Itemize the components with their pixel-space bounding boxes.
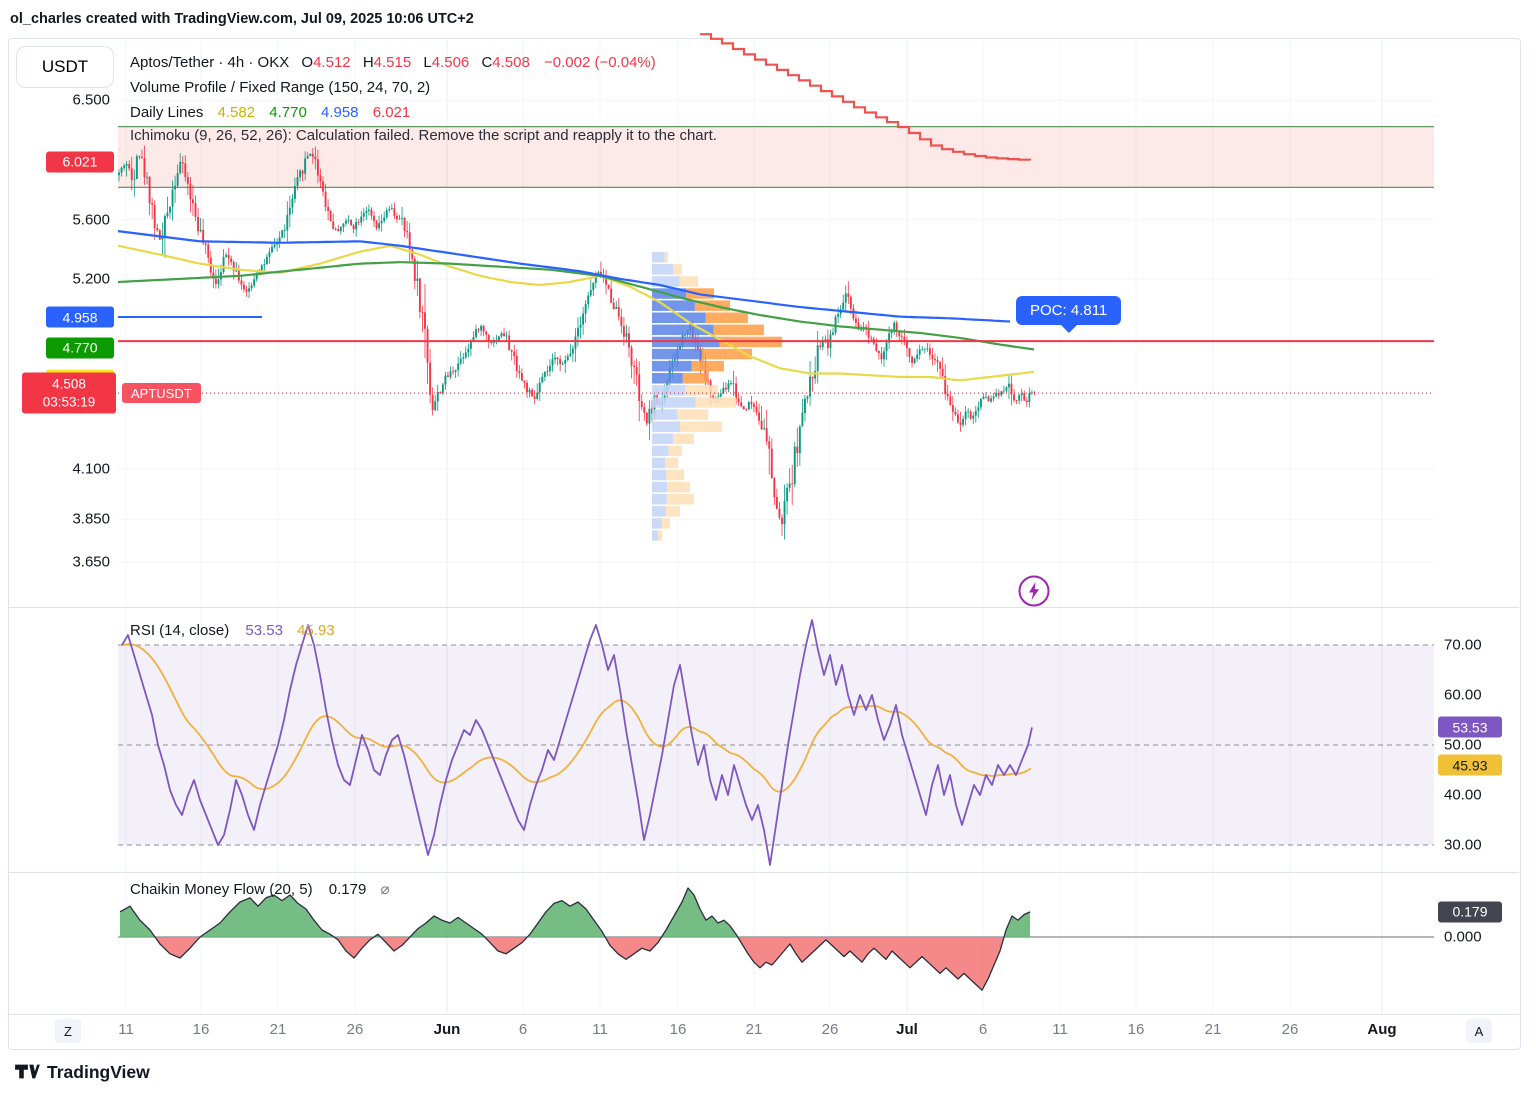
daily-line-value-yellow: 4.582: [217, 104, 256, 121]
ohlc-close-label: C: [481, 54, 493, 71]
daily-line-value-green: 4.770: [269, 104, 307, 121]
tradingview-footer[interactable]: TradingView: [14, 1061, 150, 1083]
ohlc-low-value: 4.506: [431, 54, 470, 71]
rsi-value: 53.53: [245, 622, 283, 639]
auto-scale-a-button[interactable]: A: [1466, 1019, 1492, 1043]
ohlc-close-value: 4.508: [492, 54, 530, 71]
ohlc-open-label: O: [301, 54, 314, 71]
cmf-average-icon: ⌀: [380, 881, 390, 898]
tradingview-brand-text: TradingView: [47, 1061, 150, 1082]
ohlc-low-label: L: [423, 54, 432, 71]
volume-profile-indicator-label: Volume Profile / Fixed Range (150, 24, 7…: [130, 79, 431, 96]
daily-line-value-red: 6.021: [372, 104, 411, 121]
legend-volume-profile-row[interactable]: Volume Profile / Fixed Range (150, 24, 7…: [130, 75, 656, 100]
rsi-title: RSI (14, close): [130, 622, 230, 639]
ichimoku-error-message[interactable]: Ichimoku (9, 26, 52, 26): Calculation fa…: [130, 127, 717, 144]
tradingview-logo-icon: [15, 1064, 40, 1079]
chart-legend: Aptos/Tether · 4h · OKX O4.512 H4.515 L4…: [130, 50, 656, 125]
ohlc-high-label: H: [362, 54, 374, 71]
chart-frame: [8, 38, 1521, 1050]
currency-toggle-button[interactable]: USDT: [16, 46, 114, 88]
daily-line-value-blue: 4.958: [320, 104, 359, 121]
daily-lines-label: Daily Lines: [130, 104, 204, 121]
rsi-ma-value: 45.93: [297, 622, 335, 639]
legend-daily-lines-row[interactable]: Daily Lines 4.582 4.770 4.958 6.021: [130, 100, 656, 125]
rsi-panel-header[interactable]: RSI (14, close) 53.53 45.93: [130, 622, 335, 639]
symbol-title: Aptos/Tether · 4h · OKX: [130, 54, 290, 71]
poc-callout: POC: 4.811: [1016, 296, 1122, 333]
lightning-icon: [1018, 575, 1050, 607]
credit-line: ol_charles created with TradingView.com,…: [10, 11, 474, 27]
ohlc-high-value: 4.515: [373, 54, 412, 71]
cmf-panel-header[interactable]: Chaikin Money Flow (20, 5) 0.179 ⌀: [130, 880, 390, 898]
flash-action-button[interactable]: [1016, 573, 1052, 609]
price-change: −0.002 (−0.04%): [544, 54, 656, 71]
timezone-z-button[interactable]: Z: [55, 1019, 81, 1043]
cmf-value: 0.179: [328, 881, 367, 898]
ohlc-open-value: 4.512: [313, 54, 351, 71]
cmf-title: Chaikin Money Flow (20, 5): [130, 881, 313, 898]
legend-symbol-row[interactable]: Aptos/Tether · 4h · OKX O4.512 H4.515 L4…: [130, 50, 656, 75]
